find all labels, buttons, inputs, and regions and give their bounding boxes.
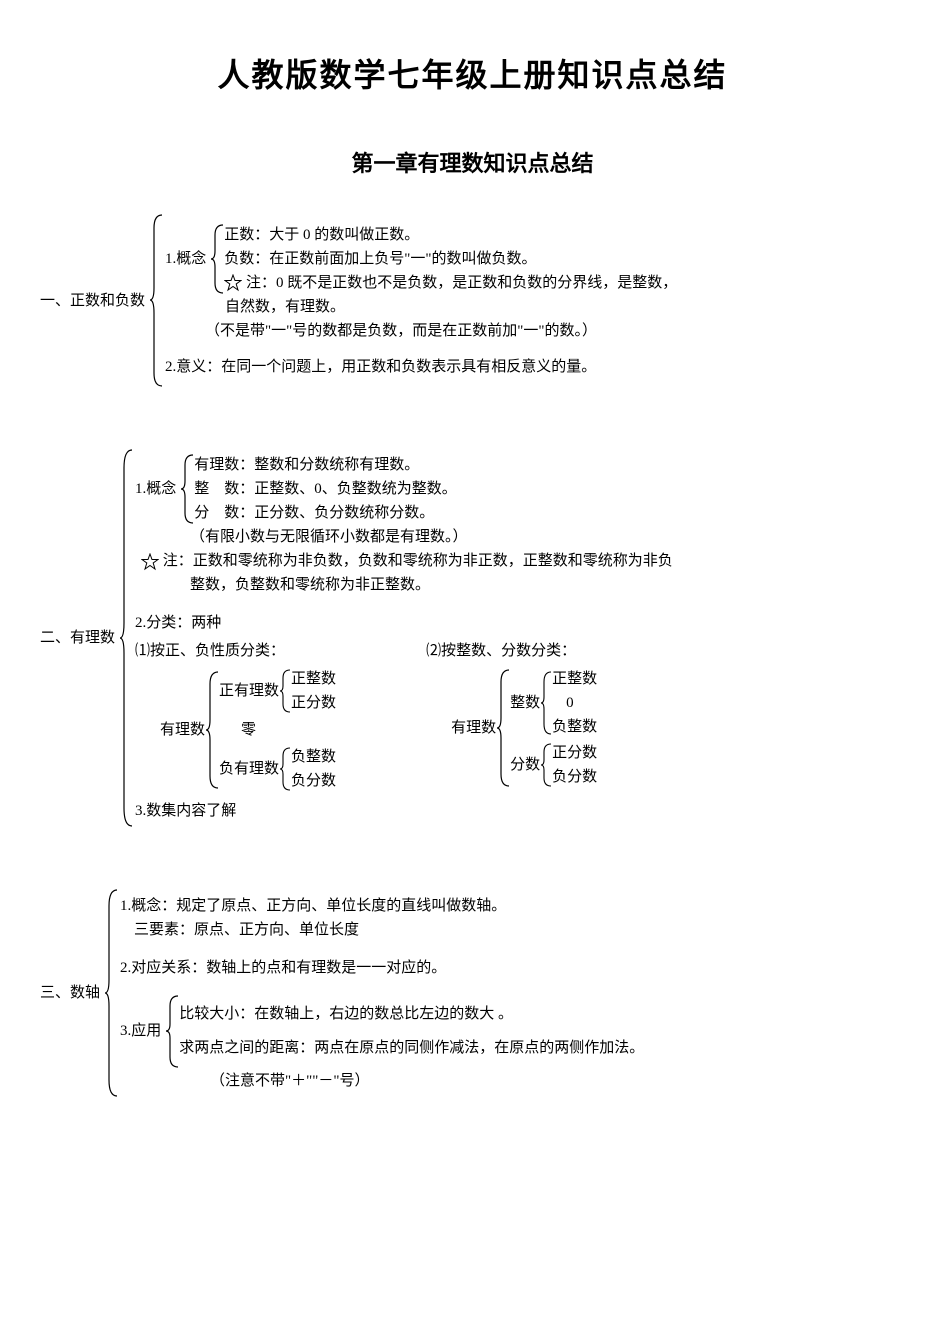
section-3: 三、数轴 1.概念：规定了原点、正方向、单位长度的直线叫做数轴。 三要素：原点、… [40, 888, 905, 1098]
negative-def: 负数：在正数前面加上负号"一"的数叫做负数。 [224, 247, 677, 271]
c1-label: ⑴按正、负性质分类： [135, 639, 336, 663]
section-2: 二、有理数 1.概念 有理数：整数和分数统称有理数。 整 数：正整数、0、负整数… [40, 448, 905, 828]
note2b: 整数，负整数和零统称为非正整数。 [135, 573, 905, 597]
chapter-title: 第一章有理数知识点总结 [40, 146, 905, 178]
fraction-def: 分 数：正分数、负分数统称分数。 [194, 501, 457, 525]
section-2-label: 二、有理数 [40, 626, 119, 650]
brace-icon [119, 448, 133, 828]
star-icon [224, 274, 242, 292]
brace-icon [210, 223, 224, 295]
tree2-b1b: 0 [552, 691, 597, 715]
tree2-b1: 整数 [510, 691, 540, 715]
brace-icon [279, 668, 291, 714]
set-label: 3.数集内容了解 [135, 799, 905, 823]
app-compare: 比较大小：在数轴上，右边的数总比左边的数大 。 [179, 1002, 644, 1026]
tree2-b2b: 负分数 [552, 765, 597, 789]
tree1-b1: 正有理数 [219, 679, 279, 703]
app-note: （注意不带"＋""－"号） [120, 1069, 644, 1093]
tree2-b1c: 负整数 [552, 715, 597, 739]
tree1-b3a: 负整数 [291, 745, 336, 769]
meaning: 2.意义：在同一个问题上，用正数和负数表示具有相反意义的量。 [165, 355, 677, 379]
brace-icon [496, 668, 510, 788]
brace-icon [149, 213, 163, 388]
classify-label: 2.分类：两种 [135, 611, 905, 635]
star-icon [141, 553, 159, 571]
tree1-b3b: 负分数 [291, 769, 336, 793]
classification-1: ⑴按正、负性质分类： 有理数 正有理数 [135, 639, 336, 793]
tree1-b3: 负有理数 [219, 757, 279, 781]
tree2-b1a: 正整数 [552, 667, 597, 691]
positive-def: 正数：大于 0 的数叫做正数。 [224, 223, 677, 247]
integer-def: 整 数：正整数、0、负整数统为整数。 [194, 477, 457, 501]
brace-icon [540, 670, 552, 736]
c2-label: ⑵按整数、分数分类： [426, 639, 597, 663]
brace-icon [279, 746, 291, 792]
note-text: 注：0 既不是正数也不是负数，是正数和负数的分界线，是整数， [246, 275, 677, 291]
non-neg-note: 注：正数和零统称为非负数，负数和零统称为非正数，正整数和零统称为非负 [135, 549, 905, 573]
classification-2: ⑵按整数、分数分类： 有理数 整数 [426, 639, 597, 793]
brace-icon [165, 994, 179, 1069]
app-label: 3.应用 [120, 1019, 165, 1043]
tree2-b2a: 正分数 [552, 741, 597, 765]
rational-def: 有理数：整数和分数统称有理数。 [194, 453, 457, 477]
note-zero: 注：0 既不是正数也不是负数，是正数和负数的分界线，是整数， [224, 271, 677, 295]
tree1-b2: 零 [219, 715, 336, 745]
note2a: 注：正数和零统称为非负数，负数和零统称为非正数，正整数和零统称为非负 [163, 553, 673, 569]
brace-icon [205, 670, 219, 790]
brace-icon [104, 888, 118, 1098]
tree1-b1a: 正整数 [291, 667, 336, 691]
main-title: 人教版数学七年级上册知识点总结 [40, 50, 905, 96]
tree1-root: 有理数 [135, 718, 205, 742]
axis-concept: 1.概念：规定了原点、正方向、单位长度的直线叫做数轴。 [120, 894, 644, 918]
tree1-b1b: 正分数 [291, 691, 336, 715]
section-3-label: 三、数轴 [40, 981, 104, 1005]
concept-label-2: 1.概念 [135, 477, 180, 501]
note-cont: 自然数，有理数。 [165, 295, 677, 319]
concept-label: 1.概念 [165, 247, 210, 271]
brace-icon [540, 742, 552, 788]
app-distance: 求两点之间的距离：两点在原点的同侧作减法，在原点的两侧作加法。 [179, 1036, 644, 1060]
relation: 2.对应关系：数轴上的点和有理数是一一对应的。 [120, 956, 644, 980]
note-paren: （不是带"一"号的数都是负数，而是在正数前加"一"的数。） [165, 319, 677, 343]
tree2-root: 有理数 [426, 716, 496, 740]
brace-icon [180, 453, 194, 525]
finite-decimal: （有限小数与无限循环小数都是有理数。） [135, 525, 905, 549]
three-elements: 三要素：原点、正方向、单位长度 [120, 918, 644, 942]
tree2-b2: 分数 [510, 753, 540, 777]
section-1: 一、正数和负数 1.概念 正数：大于 0 的数叫做正数。 负数：在正数前面加上负… [40, 213, 905, 388]
section-1-label: 一、正数和负数 [40, 289, 149, 313]
